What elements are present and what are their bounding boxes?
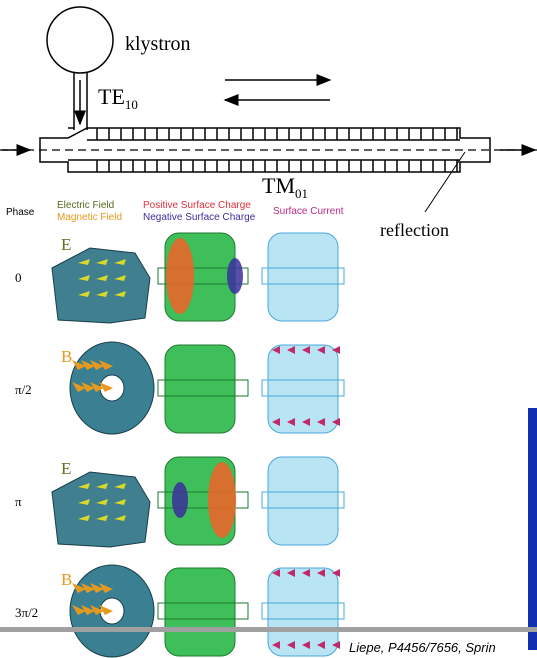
tm-sub: 01 <box>295 186 308 201</box>
magnetic-field-legend: Magnetic Field <box>57 212 122 223</box>
klystron-label: klystron <box>125 33 191 55</box>
phase-label: 0 <box>15 270 22 285</box>
negative-charge <box>172 482 188 518</box>
field-letter: B <box>61 570 72 589</box>
phase-header: Phase <box>6 207 35 218</box>
footer-text: Liepe, P4456/7656, Sprin <box>349 640 496 655</box>
positive-charge-legend: Positive Surface Charge <box>143 200 251 211</box>
field-letter: E <box>61 459 71 478</box>
surface-current-legend: Surface Current <box>273 206 344 217</box>
te-label: TE10 <box>98 84 138 112</box>
page: klystron TE10 TM01 reflection Phase Elec… <box>0 0 537 658</box>
positive-charge <box>166 238 194 314</box>
field-letter: E <box>61 235 71 254</box>
phase-label: 3π/2 <box>15 605 38 620</box>
phase-row: πE <box>15 457 344 547</box>
klystron-circle <box>47 7 113 73</box>
current-cavity <box>268 457 338 545</box>
charge-cavity <box>165 345 235 433</box>
phase-row: 0E <box>15 233 344 323</box>
charge-cavity <box>165 568 235 656</box>
tm-text: TM <box>262 173 295 198</box>
te-sub: 10 <box>125 97 138 112</box>
positive-charge <box>208 462 236 538</box>
current-cavity <box>268 233 338 321</box>
tm-label: TM01 <box>262 173 308 201</box>
phase-label: π/2 <box>15 382 32 397</box>
cavity-cutaway <box>52 248 150 323</box>
negative-charge <box>227 258 243 294</box>
side-panel <box>528 408 537 650</box>
reflection-label: reflection <box>380 220 449 240</box>
phase-label: π <box>15 494 22 509</box>
electric-field-legend: Electric Field <box>57 200 114 211</box>
phase-row: 3π/2 B <box>15 565 344 657</box>
cavity-cutaway <box>52 472 150 547</box>
phase-row: π/2 B <box>15 342 344 434</box>
footer-bar <box>0 627 537 632</box>
te-text: TE <box>98 84 125 109</box>
negative-charge-legend: Negative Surface Charge <box>143 212 256 223</box>
field-letter: B <box>61 347 72 366</box>
